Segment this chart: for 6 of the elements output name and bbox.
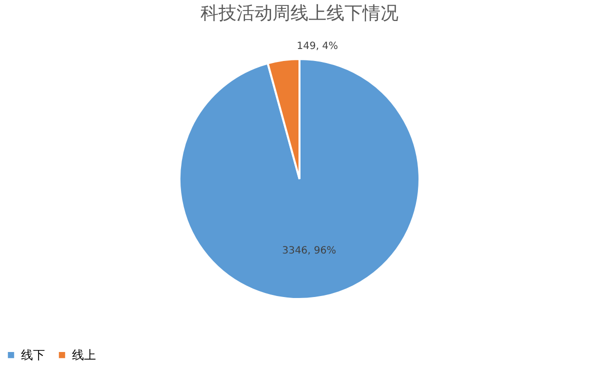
legend-label: 线上 (72, 348, 96, 362)
pie-slice (178, 58, 420, 300)
data-label: 3346, 96% (282, 245, 336, 256)
chart-title: 科技活动周线上线下情况 (200, 3, 398, 24)
legend-label: 线下 (21, 348, 45, 362)
data-label: 149, 4% (296, 41, 338, 52)
